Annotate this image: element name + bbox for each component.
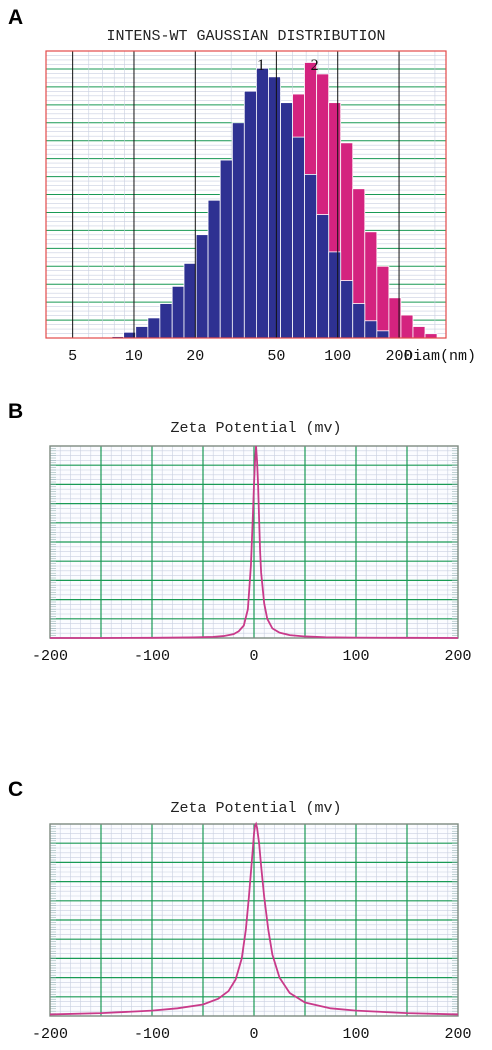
chart-a-bar-series-1 bbox=[340, 280, 354, 339]
chart-b-x-tick-label: -100 bbox=[134, 648, 170, 665]
chart-a-bar-series-1 bbox=[256, 67, 269, 339]
chart-b-frame bbox=[49, 445, 459, 639]
chart-a-x-tick-label: 200 bbox=[386, 348, 413, 365]
chart-a-bar-series-1 bbox=[219, 159, 233, 339]
chart-a-bar-series-1 bbox=[135, 326, 149, 339]
chart-a-bar-series-2 bbox=[424, 333, 438, 339]
chart-c-plot-area: -200 -100 0 100 200 bbox=[32, 821, 472, 1043]
chart-b-x-tick-label: 0 bbox=[249, 648, 258, 665]
panel-letter-c: C bbox=[8, 778, 23, 801]
chart-c-frame bbox=[49, 823, 459, 1017]
chart-c-x-tick-label: 100 bbox=[342, 1026, 369, 1043]
chart-c-x-tick-label: 0 bbox=[249, 1026, 258, 1043]
chart-a-bar-series-1 bbox=[364, 320, 378, 339]
chart-b-x-tick-label: 200 bbox=[444, 648, 471, 665]
chart-a-bar-series-1 bbox=[243, 90, 257, 339]
chart-b-plot-area: -200 -100 0 100 200 bbox=[32, 445, 472, 665]
chart-a-bar-series-1 bbox=[268, 76, 281, 339]
chart-a-bar-series-1 bbox=[292, 136, 305, 339]
chart-b-title: Zeta Potential (mv) bbox=[170, 420, 341, 437]
chart-a-bar-series-1 bbox=[195, 234, 209, 339]
chart-c-series-line bbox=[49, 821, 459, 1016]
chart-a-peak-label: 1 bbox=[257, 57, 265, 74]
chart-a-x-tick-label: 10 bbox=[125, 348, 143, 365]
chart-a-bar-series-2 bbox=[412, 326, 426, 339]
chart-b-x-tick-label: -200 bbox=[32, 648, 68, 665]
panel-letter-a: A bbox=[8, 6, 23, 29]
chart-c-x-tick-label: 200 bbox=[444, 1026, 471, 1043]
chart-c-x-tick-label: -100 bbox=[134, 1026, 170, 1043]
chart-a-peak-label: 2 bbox=[311, 57, 319, 74]
chart-a-title: INTENS-WT GAUSSIAN DISTRIBUTION bbox=[106, 28, 385, 45]
chart-a-bar-series-1 bbox=[147, 317, 161, 339]
chart-a-bar-series-2 bbox=[400, 314, 414, 339]
chart-a-bar-series-1 bbox=[231, 122, 245, 339]
chart-a-x-tick-label: 5 bbox=[68, 348, 77, 365]
chart-c-x-tick-label: -200 bbox=[32, 1026, 68, 1043]
chart-a-bar-series-1 bbox=[304, 174, 318, 339]
chart-a-x-tick-label: 50 bbox=[267, 348, 285, 365]
chart-a-bar-series-1 bbox=[376, 330, 390, 339]
chart-a-plot-area: 5 10 20 50 100 200 1 2 bbox=[45, 50, 447, 365]
panel-letter-b: B bbox=[8, 400, 23, 423]
chart-a-bar-series-2 bbox=[376, 265, 390, 339]
chart-a-x-unit-label: Diam(nm) bbox=[404, 348, 476, 365]
chart-a-bar-series-1 bbox=[171, 285, 185, 339]
chart-a-bar-series-1 bbox=[328, 251, 342, 339]
chart-c-title: Zeta Potential (mv) bbox=[170, 800, 341, 817]
chart-b-x-tick-label: 100 bbox=[342, 648, 369, 665]
chart-a-bar-series-1 bbox=[280, 102, 293, 339]
chart-a-x-tick-label: 20 bbox=[186, 348, 204, 365]
chart-a-bar-series-1 bbox=[159, 303, 173, 339]
chart-a-frame bbox=[45, 50, 447, 339]
chart-b-series-line bbox=[50, 445, 459, 639]
chart-a-x-tick-label: 100 bbox=[324, 348, 351, 365]
chart-a-bar-series-1 bbox=[183, 262, 197, 339]
chart-a-bar-series-1 bbox=[207, 199, 221, 339]
chart-a-bar-series-1 bbox=[316, 214, 330, 339]
chart-a-bar-series-1 bbox=[352, 303, 366, 339]
